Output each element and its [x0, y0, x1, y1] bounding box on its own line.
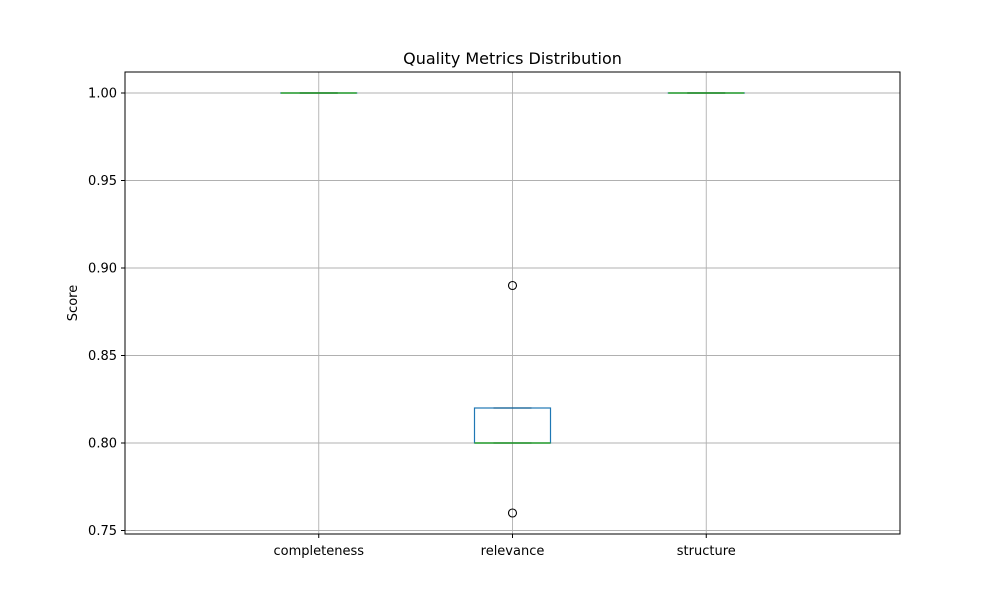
y-tick-label: 0.85 [88, 349, 117, 364]
box-relevance [473, 280, 552, 518]
x-tick-label: relevance [481, 544, 545, 559]
y-tick-label: 1.00 [88, 87, 117, 102]
x-tick-label: structure [677, 544, 736, 559]
grid [125, 72, 900, 534]
outlier-point [507, 280, 518, 291]
y-axis-ticks: 0.75 0.80 0.85 0.90 0.95 1.00 [88, 87, 125, 539]
boxes [280, 92, 745, 518]
outlier-point [507, 508, 518, 518]
y-tick-label: 0.80 [88, 437, 117, 452]
x-tick-label: completeness [273, 544, 364, 559]
y-tick-label: 0.75 [88, 524, 117, 539]
chart-title: Quality Metrics Distribution [403, 49, 622, 68]
x-axis-ticks: completeness relevance structure [273, 534, 736, 559]
y-tick-label: 0.90 [88, 262, 117, 277]
y-tick-label: 0.95 [88, 174, 117, 189]
y-axis-label: Score [66, 285, 81, 321]
